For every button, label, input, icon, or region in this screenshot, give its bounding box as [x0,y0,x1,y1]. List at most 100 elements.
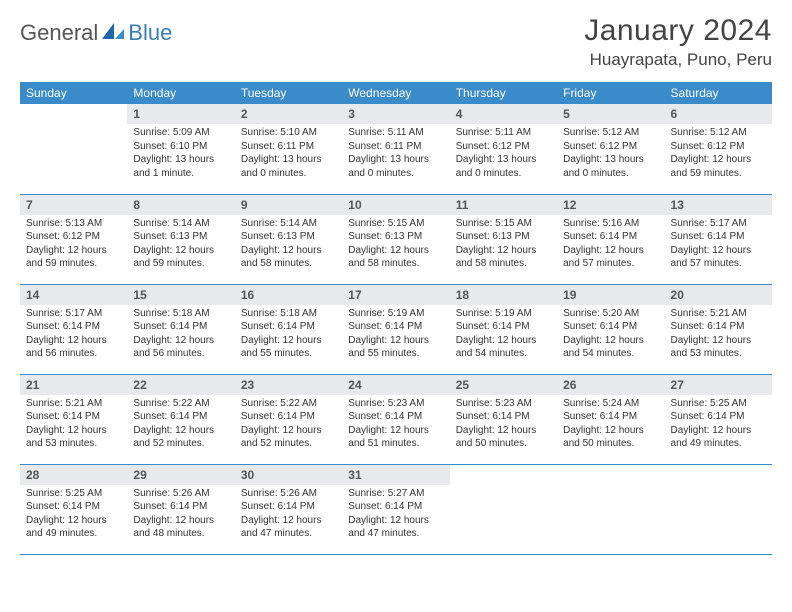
day-details: Sunrise: 5:14 AMSunset: 6:13 PMDaylight:… [235,215,342,275]
calendar-row: 21Sunrise: 5:21 AMSunset: 6:14 PMDayligh… [20,374,772,464]
calendar-cell [665,464,772,554]
calendar-cell: 23Sunrise: 5:22 AMSunset: 6:14 PMDayligh… [235,374,342,464]
day-number: 2 [235,104,342,124]
day-details: Sunrise: 5:21 AMSunset: 6:14 PMDaylight:… [665,305,772,365]
day-number: 19 [557,285,664,305]
day-details: Sunrise: 5:19 AMSunset: 6:14 PMDaylight:… [450,305,557,365]
calendar-cell: 12Sunrise: 5:16 AMSunset: 6:14 PMDayligh… [557,194,664,284]
day-details: Sunrise: 5:23 AMSunset: 6:14 PMDaylight:… [450,395,557,455]
logo-text-general: General [20,20,98,46]
weekday-header: Tuesday [235,82,342,104]
calendar-cell: 14Sunrise: 5:17 AMSunset: 6:14 PMDayligh… [20,284,127,374]
weekday-header: Wednesday [342,82,449,104]
day-details: Sunrise: 5:13 AMSunset: 6:12 PMDaylight:… [20,215,127,275]
day-details: Sunrise: 5:23 AMSunset: 6:14 PMDaylight:… [342,395,449,455]
day-number: 23 [235,375,342,395]
calendar-cell: 30Sunrise: 5:26 AMSunset: 6:14 PMDayligh… [235,464,342,554]
day-number: 26 [557,375,664,395]
day-number: 10 [342,195,449,215]
calendar-cell: 29Sunrise: 5:26 AMSunset: 6:14 PMDayligh… [127,464,234,554]
logo-text-blue: Blue [128,20,172,46]
calendar-cell: 22Sunrise: 5:22 AMSunset: 6:14 PMDayligh… [127,374,234,464]
day-details: Sunrise: 5:20 AMSunset: 6:14 PMDaylight:… [557,305,664,365]
logo: General Blue [20,14,172,46]
day-details: Sunrise: 5:17 AMSunset: 6:14 PMDaylight:… [665,215,772,275]
day-details: Sunrise: 5:18 AMSunset: 6:14 PMDaylight:… [235,305,342,365]
day-number: 25 [450,375,557,395]
day-details: Sunrise: 5:16 AMSunset: 6:14 PMDaylight:… [557,215,664,275]
day-number: 6 [665,104,772,124]
day-details: Sunrise: 5:18 AMSunset: 6:14 PMDaylight:… [127,305,234,365]
day-number: 20 [665,285,772,305]
calendar-cell: 21Sunrise: 5:21 AMSunset: 6:14 PMDayligh… [20,374,127,464]
day-number: 22 [127,375,234,395]
day-details: Sunrise: 5:17 AMSunset: 6:14 PMDaylight:… [20,305,127,365]
calendar-cell: 8Sunrise: 5:14 AMSunset: 6:13 PMDaylight… [127,194,234,284]
calendar-cell: 28Sunrise: 5:25 AMSunset: 6:14 PMDayligh… [20,464,127,554]
day-details: Sunrise: 5:15 AMSunset: 6:13 PMDaylight:… [450,215,557,275]
day-number: 15 [127,285,234,305]
day-number: 1 [127,104,234,124]
day-details: Sunrise: 5:19 AMSunset: 6:14 PMDaylight:… [342,305,449,365]
month-title: January 2024 [584,14,772,48]
calendar-cell [557,464,664,554]
day-number: 5 [557,104,664,124]
day-number: 3 [342,104,449,124]
day-details: Sunrise: 5:25 AMSunset: 6:14 PMDaylight:… [20,485,127,545]
calendar-cell: 2Sunrise: 5:10 AMSunset: 6:11 PMDaylight… [235,104,342,194]
day-number: 29 [127,465,234,485]
calendar-head: SundayMondayTuesdayWednesdayThursdayFrid… [20,82,772,104]
day-details: Sunrise: 5:14 AMSunset: 6:13 PMDaylight:… [127,215,234,275]
day-details: Sunrise: 5:27 AMSunset: 6:14 PMDaylight:… [342,485,449,545]
day-number: 16 [235,285,342,305]
day-details: Sunrise: 5:26 AMSunset: 6:14 PMDaylight:… [235,485,342,545]
calendar-cell: 19Sunrise: 5:20 AMSunset: 6:14 PMDayligh… [557,284,664,374]
day-number: 7 [20,195,127,215]
day-number: 18 [450,285,557,305]
day-number: 21 [20,375,127,395]
calendar-cell: 18Sunrise: 5:19 AMSunset: 6:14 PMDayligh… [450,284,557,374]
day-number: 12 [557,195,664,215]
weekday-header: Saturday [665,82,772,104]
day-number: 8 [127,195,234,215]
calendar-row: 14Sunrise: 5:17 AMSunset: 6:14 PMDayligh… [20,284,772,374]
day-details: Sunrise: 5:12 AMSunset: 6:12 PMDaylight:… [557,124,664,184]
weekday-header: Thursday [450,82,557,104]
day-details: Sunrise: 5:11 AMSunset: 6:12 PMDaylight:… [450,124,557,184]
calendar-cell: 5Sunrise: 5:12 AMSunset: 6:12 PMDaylight… [557,104,664,194]
calendar-cell: 15Sunrise: 5:18 AMSunset: 6:14 PMDayligh… [127,284,234,374]
day-details: Sunrise: 5:21 AMSunset: 6:14 PMDaylight:… [20,395,127,455]
calendar-row: 1Sunrise: 5:09 AMSunset: 6:10 PMDaylight… [20,104,772,194]
day-details: Sunrise: 5:26 AMSunset: 6:14 PMDaylight:… [127,485,234,545]
calendar-cell: 24Sunrise: 5:23 AMSunset: 6:14 PMDayligh… [342,374,449,464]
calendar-cell: 25Sunrise: 5:23 AMSunset: 6:14 PMDayligh… [450,374,557,464]
day-details: Sunrise: 5:22 AMSunset: 6:14 PMDaylight:… [127,395,234,455]
title-block: January 2024 Huayrapata, Puno, Peru [584,14,772,70]
day-details: Sunrise: 5:22 AMSunset: 6:14 PMDaylight:… [235,395,342,455]
day-number: 9 [235,195,342,215]
day-number: 30 [235,465,342,485]
weekday-header: Friday [557,82,664,104]
day-details: Sunrise: 5:24 AMSunset: 6:14 PMDaylight:… [557,395,664,455]
calendar-cell: 10Sunrise: 5:15 AMSunset: 6:13 PMDayligh… [342,194,449,284]
calendar-cell: 13Sunrise: 5:17 AMSunset: 6:14 PMDayligh… [665,194,772,284]
day-number: 28 [20,465,127,485]
calendar-cell: 4Sunrise: 5:11 AMSunset: 6:12 PMDaylight… [450,104,557,194]
calendar-cell: 20Sunrise: 5:21 AMSunset: 6:14 PMDayligh… [665,284,772,374]
day-number: 31 [342,465,449,485]
day-number: 14 [20,285,127,305]
calendar-cell: 26Sunrise: 5:24 AMSunset: 6:14 PMDayligh… [557,374,664,464]
day-number: 11 [450,195,557,215]
day-details: Sunrise: 5:12 AMSunset: 6:12 PMDaylight:… [665,124,772,184]
day-number: 27 [665,375,772,395]
day-number: 4 [450,104,557,124]
header: General Blue January 2024 Huayrapata, Pu… [20,14,772,70]
calendar-cell: 6Sunrise: 5:12 AMSunset: 6:12 PMDaylight… [665,104,772,194]
weekday-header: Sunday [20,82,127,104]
day-number: 24 [342,375,449,395]
day-details: Sunrise: 5:09 AMSunset: 6:10 PMDaylight:… [127,124,234,184]
day-number: 17 [342,285,449,305]
calendar-table: SundayMondayTuesdayWednesdayThursdayFrid… [20,82,772,555]
day-details: Sunrise: 5:11 AMSunset: 6:11 PMDaylight:… [342,124,449,184]
calendar-cell: 7Sunrise: 5:13 AMSunset: 6:12 PMDaylight… [20,194,127,284]
